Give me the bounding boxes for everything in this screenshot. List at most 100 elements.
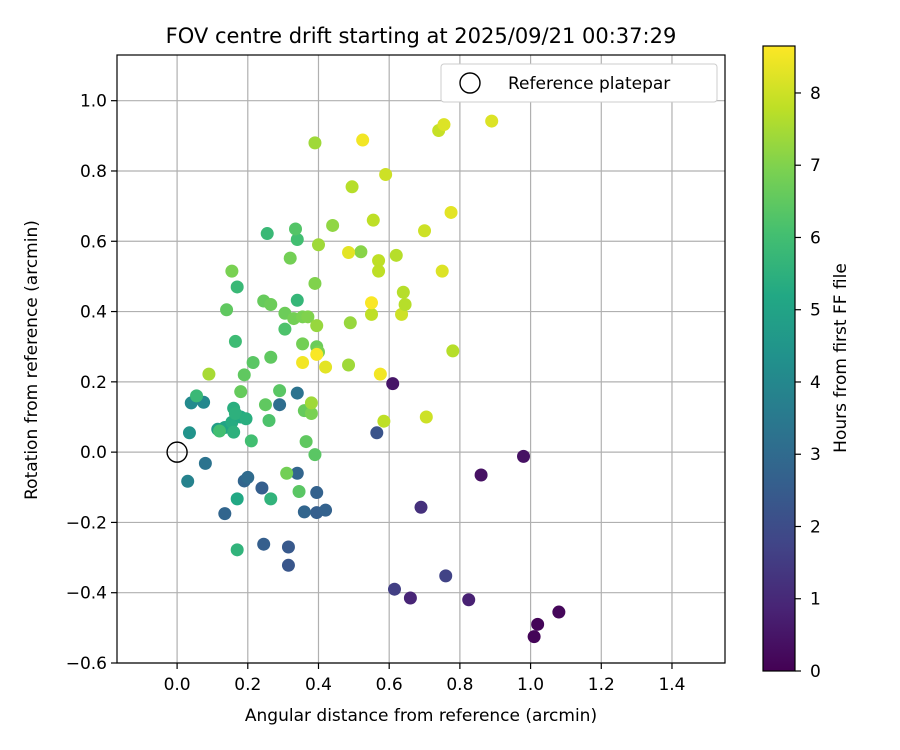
colorbar-gradient [762,45,796,672]
colorbar-tick-label: 6 [810,228,821,248]
scatter-point [264,492,278,506]
scatter-point [418,224,432,238]
scatter-point [228,406,242,420]
scatter-point [311,238,325,252]
scatter-point [345,180,359,194]
scatter-point [304,406,318,420]
scatter-point [365,296,379,310]
scatter-point [278,322,292,336]
scatter-point [398,298,412,312]
reference-point-marker [166,441,188,463]
scatter-point [290,466,304,480]
scatter-point [356,133,370,147]
scatter-point [474,468,488,482]
scatter-point [241,470,255,484]
scatter-point [182,426,196,440]
scatter-point [373,367,387,381]
x-tick-label: 1.2 [588,675,615,695]
y-tick-label: 0.8 [80,162,107,182]
scatter-point [255,481,269,495]
scatter-point [485,114,499,128]
colorbar-tick-label: 4 [810,373,821,393]
scatter-point [308,276,322,290]
scatter-point [234,385,248,399]
scatter-point [297,505,311,519]
scatter-point [527,630,541,644]
y-tick-label: 0.0 [80,443,107,463]
scatter-point [202,367,216,381]
colorbar-tick-label: 1 [810,590,821,610]
scatter-point [310,347,324,361]
scatter-point [230,543,244,557]
scatter-point [281,558,295,572]
scatter-point [280,466,294,480]
scatter-point [435,264,449,278]
scatter-point [446,344,460,358]
y-tick-label: 0.6 [80,232,107,252]
scatter-point [326,218,340,232]
scatter-point [310,319,324,333]
scatter-point [462,593,476,607]
scatter-point [439,569,453,583]
scatter-point [531,617,545,631]
scatter-point [304,396,318,410]
chart-title: FOV centre drift starting at 2025/09/21 … [166,24,677,48]
scatter-point [296,337,310,351]
scatter-point [283,251,297,265]
scatter-point [230,492,244,506]
scatter-point [262,414,276,428]
scatter-point [228,334,242,348]
scatter-point [273,384,287,398]
scatter-point [517,449,531,463]
scatter-point [301,310,315,324]
x-tick-label: 0.2 [234,675,261,695]
scatter-point [225,264,239,278]
scatter-point [190,389,204,403]
scatter-point [220,303,234,317]
scatter-point [366,213,380,227]
scatter-point [395,307,409,321]
scatter-point [290,386,304,400]
scatter-point [354,245,368,259]
colorbar-tick-label: 8 [810,84,821,104]
scatter-point [403,591,417,605]
scatter-point [372,254,386,268]
x-tick-label: 1.0 [517,675,544,695]
y-axis-label: Rotation from reference (arcmin) [22,220,42,500]
colorbar-tick-label: 3 [810,445,821,465]
colorbar-tick-label: 2 [810,517,821,537]
legend-label: Reference platepar [508,74,670,94]
x-axis-ticks: 0.0 0.2 0.4 0.6 0.8 1.0 1.2 1.4 [164,663,686,695]
legend-box [440,63,718,103]
scatter-point [342,246,356,260]
x-axis-label: Angular distance from reference (arcmin) [245,706,597,726]
scatter-point [292,484,306,498]
scatter-point [370,426,384,440]
scatter-point [290,233,304,247]
scatter-point [414,500,428,514]
scatter-point [343,316,357,330]
scatter-point [365,307,379,321]
scatter-point [257,537,271,551]
colorbar-label: Hours from first FF file [831,263,851,453]
scatter-point [372,264,386,278]
scatter-point [198,456,212,470]
scatter-point [552,605,566,619]
plot-background [117,55,725,663]
scatter-point [342,358,356,372]
scatter-point [218,507,232,521]
scatter-point [290,293,304,307]
grid [117,55,725,664]
y-tick-label: −0.6 [66,654,107,674]
colorbar: 0 1 2 3 4 5 6 7 8 Hours from first FF file [762,45,851,682]
scatter-point [264,298,278,312]
scatter-point [299,435,313,449]
x-tick-label: 1.4 [658,675,685,695]
scatter-point [258,398,272,412]
scatter-point [239,412,253,426]
scatter-point [396,285,410,299]
y-tick-label: −0.2 [66,513,107,533]
colorbar-ticks: 0 1 2 3 4 5 6 7 8 [795,84,821,682]
colorbar-tick-label: 0 [810,662,821,682]
